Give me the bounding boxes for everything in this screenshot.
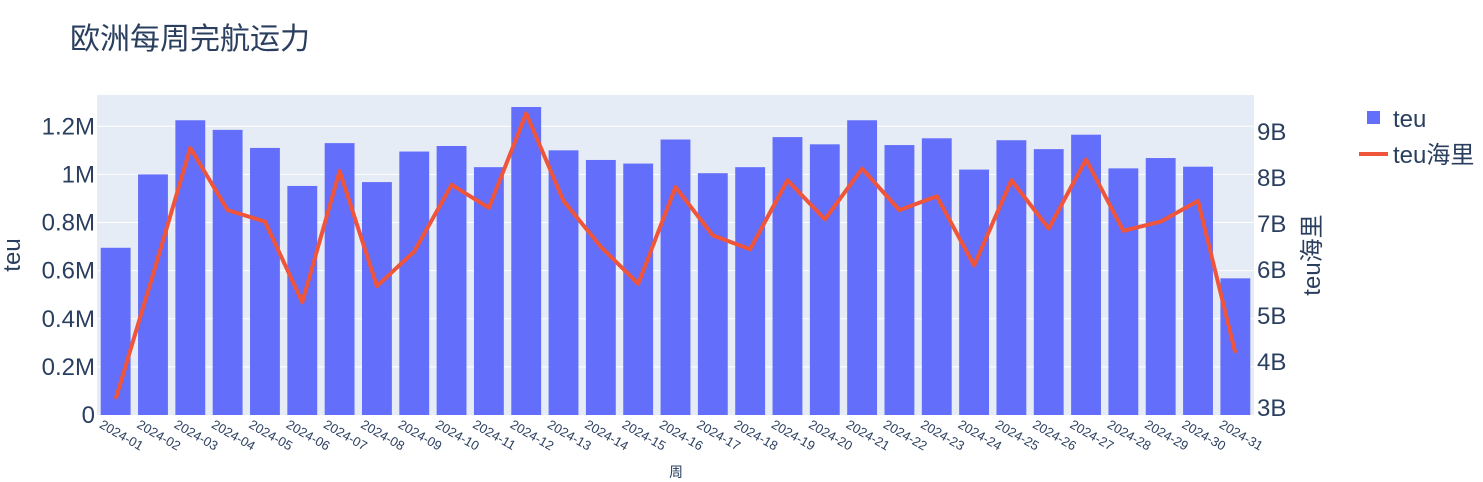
y2-tick-label: 5B	[1257, 303, 1286, 330]
line-path[interactable]	[113, 111, 1238, 400]
bar[interactable]	[959, 169, 990, 415]
bar[interactable]	[175, 120, 206, 416]
legend[interactable]: teu teu海里	[1359, 106, 1474, 169]
y-tick-label: 0.6M	[42, 258, 95, 285]
chart-title: 欧洲每周完航运力	[70, 23, 310, 56]
y-tick-label: 1.2M	[42, 113, 95, 140]
bar[interactable]	[138, 174, 168, 415]
y-axis-right-ticks: 3B 4B 5B 6B 7B 8B 9B	[1257, 119, 1286, 422]
x-axis-ticks: 2024-012024-022024-032024-042024-052024-…	[97, 417, 1266, 454]
bar[interactable]	[921, 138, 952, 415]
bar[interactable]	[511, 107, 542, 415]
y2-tick-label: 8B	[1257, 165, 1286, 192]
bar[interactable]	[212, 129, 243, 416]
y-axis-title: teu	[0, 238, 26, 271]
bar[interactable]	[884, 145, 915, 416]
y2-axis-title: teu海里	[1299, 214, 1326, 295]
y-axis-left-ticks: 0 0.2M 0.4M 0.6M 0.8M 1M 1.2M	[42, 113, 95, 429]
x-tick-label: 2024-31	[1217, 417, 1266, 454]
legend-label-teu-nm: teu海里	[1393, 142, 1474, 169]
bar[interactable]	[361, 182, 392, 415]
bar[interactable]	[585, 159, 616, 415]
y2-tick-label: 9B	[1257, 119, 1286, 146]
y2-tick-label: 3B	[1257, 395, 1286, 422]
y-tick-label: 0.2M	[42, 354, 95, 381]
y-tick-label: 1M	[62, 161, 95, 188]
bar[interactable]	[1033, 149, 1064, 415]
x-axis-title: 周	[669, 464, 683, 480]
y2-tick-label: 7B	[1257, 211, 1286, 238]
legend-swatch-teu	[1367, 111, 1380, 124]
bar[interactable]	[809, 144, 840, 415]
y-tick-label: 0.8M	[42, 210, 95, 237]
y-tick-label: 0	[82, 402, 95, 429]
y2-tick-label: 6B	[1257, 257, 1286, 284]
bar-series-teu	[100, 107, 1251, 416]
bar[interactable]	[697, 173, 728, 415]
bar[interactable]	[324, 143, 355, 415]
y2-tick-label: 4B	[1257, 349, 1286, 376]
line-series-teu-nm	[113, 111, 1238, 400]
bar[interactable]	[996, 140, 1027, 415]
bar[interactable]	[623, 163, 654, 415]
bar[interactable]	[250, 147, 280, 416]
legend-label-teu: teu	[1393, 106, 1426, 133]
y-tick-label: 0.4M	[42, 306, 95, 333]
bar[interactable]	[847, 120, 878, 416]
bar[interactable]	[1108, 168, 1139, 415]
bar[interactable]	[100, 247, 131, 415]
bar[interactable]	[399, 151, 430, 415]
bar[interactable]	[735, 167, 766, 415]
bar[interactable]	[548, 150, 579, 415]
bar[interactable]	[660, 139, 691, 415]
bar[interactable]	[1145, 158, 1176, 415]
